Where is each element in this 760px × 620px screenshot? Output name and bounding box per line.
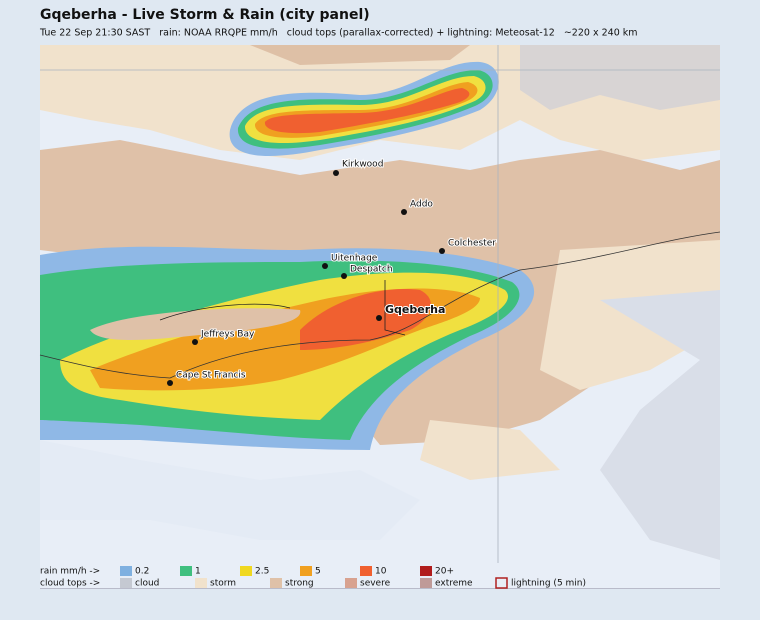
legend-swatch	[420, 566, 432, 576]
place-label: Kirkwood	[342, 160, 383, 170]
legend-label: 10	[375, 567, 387, 577]
legend-label: 20+	[435, 567, 454, 577]
place-label: Addo	[410, 200, 433, 210]
legend-label: cloud tops ->	[40, 579, 100, 589]
subtitle: Tue 22 Sep 21:30 SAST rain: NOAA RRQPE m…	[39, 28, 638, 39]
place-label: Colchester	[448, 239, 496, 249]
legend-swatch	[180, 566, 192, 576]
legend-label: cloud	[135, 579, 159, 589]
legend-swatch	[195, 578, 207, 588]
legend-label: 5	[315, 567, 321, 577]
place-label: Gqeberha	[385, 303, 445, 316]
place-label: Cape St Francis	[176, 371, 246, 381]
map: Kirkwood Addo Colchester Uitenhage Despa…	[39, 45, 721, 588]
legend-label: 2.5	[255, 567, 269, 577]
place-label: Despatch	[350, 265, 393, 275]
legend-label: severe	[360, 579, 391, 589]
legend-swatch	[120, 566, 132, 576]
legend-label: extreme	[435, 579, 473, 589]
legend-label: 0.2	[135, 567, 149, 577]
legend-label: storm	[210, 579, 236, 589]
legend: rain mm/h -> cloud tops -> 0.2 1 2.5 5 10 20+…	[40, 563, 720, 589]
places: Kirkwood Addo Colchester Uitenhage Despa…	[167, 159, 497, 386]
title: Gqeberha - Live Storm & Rain (city panel…	[40, 7, 370, 23]
legend-label: rain mm/h ->	[40, 567, 100, 577]
place-label: Jeffreys Bay	[200, 330, 255, 340]
legend-label: strong	[285, 579, 314, 589]
legend-swatch	[270, 578, 282, 588]
legend-swatch	[120, 578, 132, 588]
legend-swatch	[420, 578, 432, 588]
legend-swatch	[240, 566, 252, 576]
place-label: Uitenhage	[331, 254, 378, 264]
legend-label: 1	[195, 567, 201, 577]
legend-label: lightning (5 min)	[511, 579, 586, 589]
legend-swatch	[360, 566, 372, 576]
legend-swatch	[300, 566, 312, 576]
legend-swatch	[345, 578, 357, 588]
